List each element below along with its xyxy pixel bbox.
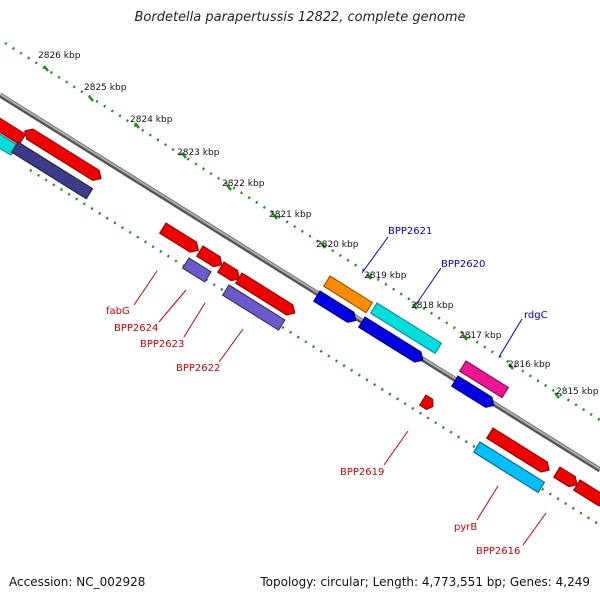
tick-label: 2821 kbp (269, 210, 312, 220)
genome-backbone-highlight (0, 93, 600, 470)
gene-blue-arrow-b[interactable] (357, 316, 426, 365)
tick-label: 2823 kbp (177, 148, 220, 158)
tick-label: 2822 kbp (222, 179, 265, 189)
gene-BPP2620[interactable] (369, 302, 443, 355)
tick-label: 2824 kbp (130, 115, 173, 125)
tick-label: 2825 kbp (84, 83, 127, 93)
label-BPP2619[interactable]: BPP2619 (340, 467, 384, 478)
label-BPP2620[interactable]: BPP2620 (441, 259, 485, 270)
label-BPP2616[interactable]: BPP2616 (476, 546, 520, 557)
genome-stats-text: Topology: circular; Length: 4,773,551 bp… (260, 575, 590, 589)
map-title: Bordetella parapertussis 12822, complete… (134, 10, 466, 25)
gene-BPP2619[interactable] (418, 394, 437, 412)
label-leaders (133, 236, 547, 546)
gene-slate-long[interactable] (221, 284, 286, 331)
tick-label: 2815 kbp (556, 387, 599, 397)
gene-red-arrow[interactable] (22, 126, 105, 184)
gene-red[interactable] (0, 111, 27, 146)
gene-BPP2623[interactable] (216, 261, 243, 284)
scale-line (4, 41, 600, 422)
gene-rdgC[interactable] (458, 360, 510, 399)
gene-BPP2616[interactable] (472, 441, 546, 494)
tick-label: 2817 kbp (459, 331, 502, 341)
gene-slate-small[interactable] (181, 257, 212, 283)
gene-blue-arrow-c[interactable] (450, 375, 497, 411)
gene-BPP2621[interactable] (322, 275, 374, 314)
label-pyrB[interactable]: pyrB (454, 522, 477, 533)
tick-labels: 2826 kbp 2825 kbp 2824 kbp 2823 kbp 2822… (38, 51, 599, 397)
genes (0, 111, 600, 507)
label-BPP2624[interactable]: BPP2624 (114, 323, 158, 334)
tick-marks (43, 65, 560, 399)
tick-label: 2820 kbp (316, 240, 359, 250)
label-fabG[interactable]: fabG (106, 306, 130, 317)
accession-text: Accession: NC_002928 (9, 575, 146, 589)
gene-navy[interactable] (10, 141, 94, 200)
gene-blue-arrow-a[interactable] (312, 290, 359, 326)
tick-label: 2818 kbp (411, 301, 454, 311)
gene-red-right-b[interactable] (572, 479, 600, 507)
tick-label: 2816 kbp (508, 360, 551, 370)
gene-BPP2622[interactable] (234, 272, 298, 318)
gene-labels: fabG BPP2624 BPP2623 BPP2622 BPP2621 BPP… (106, 226, 548, 557)
tick-label: 2826 kbp (38, 51, 81, 61)
label-BPP2623[interactable]: BPP2623 (140, 339, 184, 350)
gene-fabG[interactable] (158, 222, 202, 255)
tick-label: 2819 kbp (364, 271, 407, 281)
gene-pyrB[interactable] (485, 427, 553, 475)
label-BPP2621[interactable]: BPP2621 (388, 226, 432, 237)
label-BPP2622[interactable]: BPP2622 (176, 363, 220, 374)
gene-red-right-a[interactable] (552, 466, 581, 490)
label-rdgC[interactable]: rdgC (524, 310, 548, 321)
gene-BPP2624[interactable] (195, 245, 225, 270)
